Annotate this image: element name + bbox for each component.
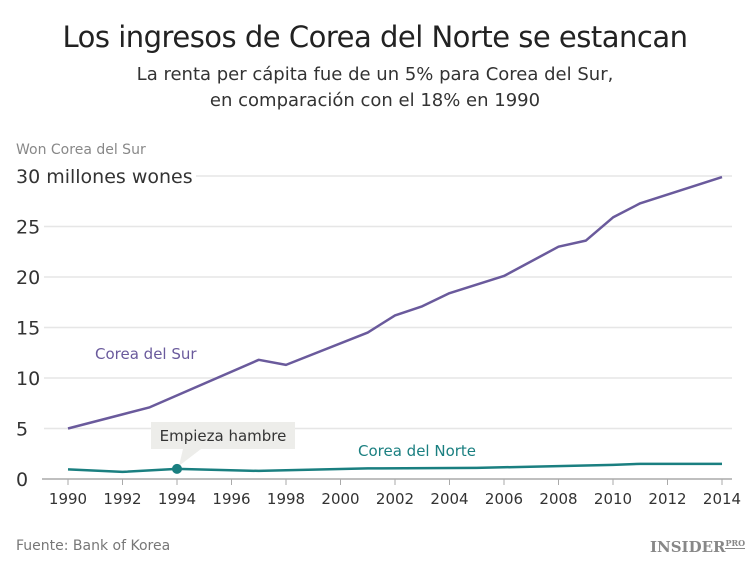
y-tick-label: 25 xyxy=(16,217,40,239)
x-tick-label: 2006 xyxy=(485,490,523,508)
annotation-pointer xyxy=(179,449,201,466)
y-axis-label: Won Corea del Sur xyxy=(16,142,146,158)
x-tick-label: 1998 xyxy=(267,490,305,508)
series-line-north-korea xyxy=(67,462,722,474)
x-tick-label: 2010 xyxy=(594,490,632,508)
source-note: Fuente: Bank of Korea xyxy=(16,538,171,554)
series-label-north-korea: Corea del Norte xyxy=(358,442,476,460)
x-tick-label: 1994 xyxy=(158,490,196,508)
y-tick-label: 10 xyxy=(16,368,40,390)
y-tick-label: 20 xyxy=(16,267,40,289)
chart-subtitle-2: en comparación con el 18% en 1990 xyxy=(209,90,541,111)
series-label-south-korea: Corea del Sur xyxy=(95,345,197,363)
x-tick-label: 2012 xyxy=(648,490,686,508)
chart-title: Los ingresos de Corea del Norte se estan… xyxy=(62,20,689,54)
x-tick-label: 2002 xyxy=(376,490,414,508)
x-tick-label: 2004 xyxy=(430,490,468,508)
x-tick-label: 2000 xyxy=(321,490,359,508)
annotation-marker xyxy=(172,463,182,474)
x-tick-label: 1990 xyxy=(49,490,87,508)
x-tick-label: 2014 xyxy=(703,490,741,508)
annotation-box xyxy=(151,422,295,449)
insider-logo: INSIDERPRO xyxy=(650,538,746,556)
chart-subtitle-1: La renta per cápita fue de un 5% para Co… xyxy=(136,64,614,85)
y-tick-label: 5 xyxy=(16,419,28,441)
annotation-label: Empieza hambre xyxy=(160,427,287,445)
y-tick-label: 0 xyxy=(16,469,28,491)
series-line-south-korea xyxy=(67,175,723,430)
x-tick-label: 1992 xyxy=(103,490,141,508)
x-tick-label: 1996 xyxy=(212,490,250,508)
y-tick-label: 15 xyxy=(16,318,40,340)
x-tick-label: 2008 xyxy=(539,490,577,508)
y-tick-label: 30 millones wones xyxy=(16,166,193,188)
